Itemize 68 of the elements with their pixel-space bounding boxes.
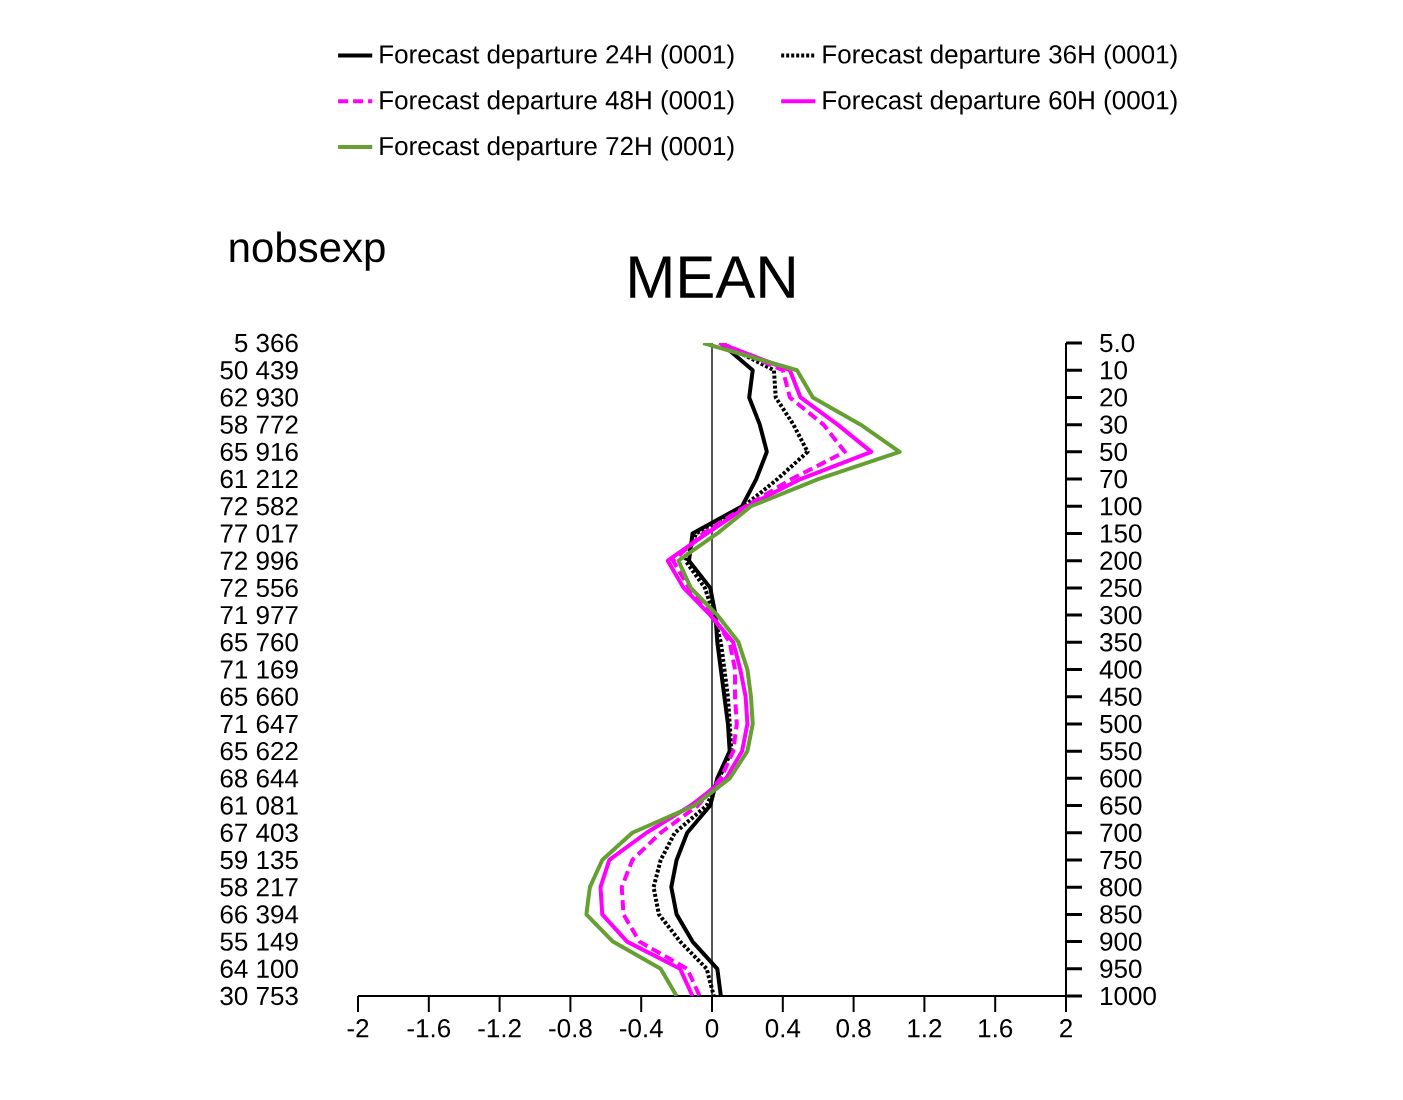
y-tick-label: 800 — [1100, 877, 1142, 897]
x-tick-label: -1.6 — [407, 1019, 451, 1038]
y-tick-label: 550 — [1100, 741, 1142, 761]
y2-tick-label: 65 760 — [220, 633, 298, 652]
y-tick-label: 10 — [1101, 361, 1127, 380]
legend-label: Forecast departure 48H (0001) — [380, 90, 734, 115]
y2-tick-label: 64 100 — [220, 959, 298, 978]
x-tick-label: 1.6 — [979, 1019, 1013, 1038]
legend-label: Forecast departure 36H (0001) — [823, 44, 1177, 69]
y2-tick-label: 5 366 — [234, 333, 298, 353]
y-tick-label: 700 — [1100, 823, 1142, 842]
y-tick-label: 5.0 — [1100, 333, 1135, 353]
y2-tick-label: 72 996 — [220, 551, 298, 570]
legend-label: Forecast departure 72H (0001) — [380, 136, 734, 161]
x-tick-label: 1.2 — [908, 1019, 942, 1038]
y-tick-label: 300 — [1100, 605, 1142, 625]
y-tick-label: 850 — [1100, 905, 1142, 924]
y-axis-title: nobsexp — [230, 231, 385, 271]
x-tick-label: 0.8 — [836, 1019, 871, 1038]
legend-label: Forecast departure 24H (0001) — [380, 44, 734, 69]
y2-tick-label: 72 582 — [220, 497, 298, 516]
y-tick-label: 30 — [1100, 415, 1127, 434]
y2-tick-label: 65 916 — [220, 442, 298, 462]
y-tick-label: 100 — [1101, 497, 1142, 516]
y-tick-label: 20 — [1100, 388, 1127, 407]
x-tick-label: -2 — [347, 1019, 369, 1038]
y2-tick-label: 77 017 — [220, 524, 298, 543]
y2-tick-label: 58 772 — [220, 415, 298, 434]
x-tick-label: 2 — [1060, 1019, 1072, 1038]
y-tick-label: 750 — [1100, 850, 1142, 870]
x-tick-label: -0.8 — [549, 1019, 592, 1038]
chart-title: MEAN — [630, 256, 794, 298]
y-tick-label: 150 — [1101, 524, 1142, 543]
y-tick-label: 600 — [1100, 769, 1142, 788]
y-tick-label: 70 — [1100, 469, 1127, 489]
y2-tick-label: 30 753 — [220, 986, 298, 1006]
x-tick-label: -1.2 — [478, 1019, 521, 1038]
y2-tick-label: 59 135 — [220, 850, 298, 870]
y-tick-label: 200 — [1100, 551, 1142, 570]
y2-tick-label: 71 169 — [220, 660, 298, 679]
y2-tick-label: 55 149 — [220, 932, 298, 951]
y2-tick-label: 50 439 — [220, 361, 298, 380]
y2-tick-label: 72 556 — [220, 578, 298, 598]
y2-tick-label: 67 403 — [220, 823, 298, 842]
y-tick-label: 900 — [1100, 932, 1142, 951]
y2-tick-label: 65 660 — [220, 687, 298, 706]
x-tick-label: -0.4 — [619, 1019, 663, 1038]
y-tick-label: 950 — [1100, 959, 1142, 978]
y2-tick-label: 62 930 — [220, 388, 298, 407]
y2-tick-label: 65 622 — [220, 741, 298, 761]
y-tick-label: 1000 — [1101, 986, 1156, 1006]
y2-tick-label: 71 977 — [220, 605, 298, 625]
y-tick-label: 400 — [1099, 660, 1142, 679]
y2-tick-label: 61 081 — [220, 796, 298, 815]
y2-tick-label: 66 394 — [220, 905, 299, 924]
y-tick-label: 350 — [1100, 633, 1142, 652]
legend-label: Forecast departure 60H (0001) — [823, 90, 1177, 115]
y-tick-label: 50 — [1100, 442, 1127, 462]
y-tick-label: 450 — [1099, 687, 1142, 706]
y2-tick-label: 61 212 — [220, 469, 298, 489]
y-tick-label: 500 — [1100, 714, 1142, 734]
y2-tick-label: 68 644 — [220, 769, 299, 788]
y-tick-label: 650 — [1100, 796, 1142, 815]
y2-tick-label: 71 647 — [220, 714, 298, 734]
y2-tick-label: 58 217 — [220, 877, 298, 897]
x-tick-label: 0.4 — [765, 1019, 801, 1038]
x-tick-label: 0 — [705, 1019, 719, 1038]
y-tick-label: 250 — [1100, 578, 1142, 598]
